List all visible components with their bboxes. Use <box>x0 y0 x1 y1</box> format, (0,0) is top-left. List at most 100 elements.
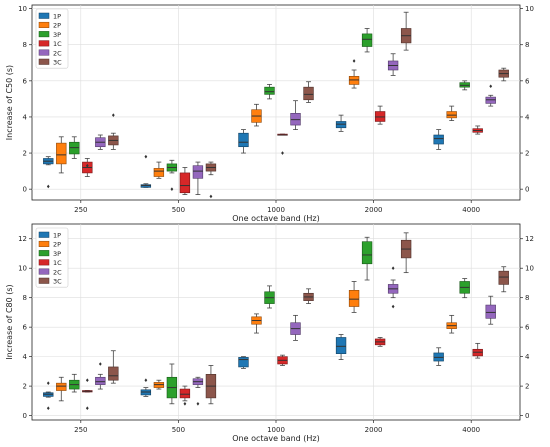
y-tick-label-right: 4 <box>525 353 530 361</box>
outlier-point <box>144 378 148 383</box>
outlier-point <box>489 84 493 89</box>
y-tick-label: 0 <box>23 412 27 420</box>
box-2P-1000 <box>251 103 262 127</box>
box-body <box>56 142 67 165</box>
y-tick-label-right: 8 <box>525 294 529 302</box>
box-3P-500 <box>166 363 178 405</box>
box-2P-500 <box>153 379 165 390</box>
outlier-point <box>281 151 284 155</box>
x-tick-label: 500 <box>172 426 185 434</box>
box-1C-2000 <box>374 337 386 347</box>
outlier-point <box>209 194 213 199</box>
y-tick-label: 2 <box>23 150 27 158</box>
chart-panel-1: 0 0 2 2 4 4 6 6 8 8 10 10 250 500 1000 2000 4000 One octa… <box>5 4 534 223</box>
outlier-point <box>391 266 395 271</box>
box-1C-4000 <box>472 125 483 135</box>
box-3P-250 <box>69 373 80 393</box>
y-tick-label-right: 8 <box>525 41 529 49</box>
box-3P-250 <box>69 136 80 159</box>
box-3C-250 <box>108 113 119 150</box>
box-1C-2000 <box>374 105 386 125</box>
outlier-point <box>391 304 395 309</box>
box-2C-4000 <box>485 84 496 107</box>
box-body <box>485 304 496 319</box>
legend-swatch <box>38 12 50 19</box>
box-1C-4000 <box>472 342 483 359</box>
box-3C-2000 <box>400 232 412 274</box>
box-3C-1000 <box>303 288 314 304</box>
y-tick-label-right: 2 <box>525 150 529 158</box>
y-tick-label-right: 0 <box>525 412 529 420</box>
legend-swatch <box>38 31 50 38</box>
box-2C-250 <box>95 362 106 390</box>
box-3C-500 <box>205 161 217 199</box>
box-2P-4000 <box>446 314 457 334</box>
y-tick-label-right: 12 <box>525 235 534 243</box>
box-body <box>433 134 444 145</box>
x-tick-label: 1000 <box>267 426 285 434</box>
box-1C-500 <box>179 385 191 406</box>
box-1P-2000 <box>335 334 347 360</box>
y-tick-label: 0 <box>23 186 27 194</box>
box-body <box>238 357 249 368</box>
box-1P-4000 <box>433 129 444 150</box>
legend-swatch <box>38 277 50 284</box>
legend-label: 3C <box>53 278 62 286</box>
box-body <box>108 366 119 381</box>
box-body <box>361 33 373 47</box>
y-tick-label: 6 <box>23 324 28 332</box>
box-body <box>153 168 165 177</box>
legend-label: 1C <box>53 259 62 267</box>
y-tick-label-right: 0 <box>525 186 529 194</box>
box-1C-250 <box>82 378 93 411</box>
box-3P-2000 <box>361 236 373 281</box>
legend-label: 2C <box>53 268 62 276</box>
box-2C-500 <box>192 376 204 406</box>
legend-label: 2P <box>53 22 61 30</box>
legend-label: 1P <box>53 232 61 240</box>
box-3P-4000 <box>459 278 470 299</box>
box-3C-500 <box>205 365 217 405</box>
x-tick-label: 4000 <box>462 206 480 214</box>
outlier-point <box>46 381 50 385</box>
box-2P-500 <box>153 161 165 179</box>
y-axis-label: Increase of C50 (s) <box>5 65 14 140</box>
outlier-point <box>85 406 89 411</box>
box-body <box>95 376 106 385</box>
outlier-point <box>46 406 50 411</box>
y-tick-label: 8 <box>23 294 27 302</box>
legend-swatch <box>38 240 50 247</box>
legend-swatch <box>38 268 50 275</box>
legend-swatch <box>38 40 50 47</box>
x-tick-label: 2000 <box>365 206 383 214</box>
box-body <box>361 241 373 265</box>
box-body <box>192 165 204 179</box>
outlier-point <box>352 59 356 63</box>
y-tick-label: 10 <box>18 265 27 273</box>
y-tick-label: 10 <box>18 5 27 13</box>
legend-swatch <box>38 250 50 257</box>
box-1P-250 <box>43 156 54 189</box>
box-1P-4000 <box>433 347 444 366</box>
legend-label: 3P <box>53 31 61 39</box>
outlier-point <box>85 163 89 168</box>
box-1P-500 <box>140 378 152 397</box>
x-axis-label: One octave band (Hz) <box>232 434 320 443</box>
box-1C-250 <box>82 158 93 177</box>
y-tick-label-right: 6 <box>525 77 530 85</box>
box-1P-250 <box>43 381 54 411</box>
box-1C-1000 <box>277 133 288 155</box>
outlier-point <box>183 401 187 406</box>
y-tick-label-right: 2 <box>525 383 529 391</box>
legend-label: 2C <box>53 49 62 57</box>
legend-label: 1C <box>53 40 62 48</box>
legend-swatch <box>38 259 50 266</box>
box-body <box>303 86 314 101</box>
y-tick-label: 8 <box>23 41 27 49</box>
box-3P-500 <box>166 159 178 191</box>
box-2P-2000 <box>348 59 360 89</box>
box-1P-500 <box>140 154 152 188</box>
y-tick-label: 2 <box>23 383 27 391</box>
